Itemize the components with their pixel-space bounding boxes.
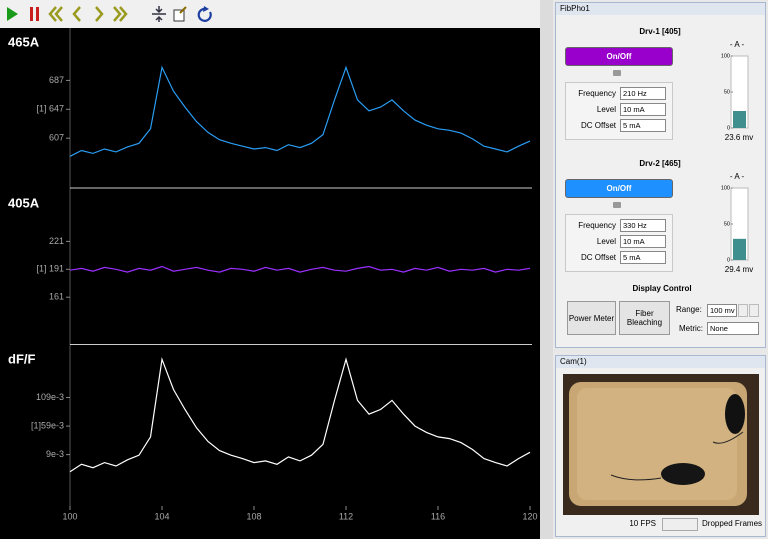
toolbar bbox=[0, 0, 540, 28]
field-label: Frequency bbox=[578, 221, 616, 230]
x-tick-label: 100 bbox=[62, 511, 77, 521]
meter-value: 29.4 mv bbox=[725, 265, 753, 274]
meter-tick-label: 0 bbox=[727, 257, 730, 263]
y-tick-label: 161 bbox=[49, 292, 64, 302]
y-tick-label: [1]59e-3 bbox=[31, 420, 64, 430]
chart-title: 405A bbox=[8, 195, 40, 210]
y-tick-label: 607 bbox=[49, 133, 64, 143]
section-title: Display Control bbox=[632, 284, 692, 293]
driver-title: Drv-2 [465] bbox=[639, 159, 681, 168]
range-label: Range: bbox=[676, 305, 702, 314]
field-label: Level bbox=[596, 237, 616, 246]
y-tick-label: 9e-3 bbox=[46, 449, 64, 459]
lock-icon bbox=[613, 70, 621, 76]
play-button[interactable] bbox=[7, 7, 18, 21]
meter-value: 23.6 mv bbox=[725, 133, 753, 142]
meter-tick-label: 50 bbox=[724, 221, 730, 227]
signal-trace bbox=[69, 265, 531, 273]
dropped-frames-box bbox=[662, 518, 698, 531]
meter-title: - A - bbox=[729, 40, 745, 49]
range-combo[interactable]: 100 mv bbox=[707, 304, 737, 317]
signal-trace bbox=[69, 65, 531, 157]
forward-button[interactable] bbox=[95, 6, 104, 22]
x-tick-label: 116 bbox=[431, 511, 445, 521]
range-up[interactable] bbox=[749, 304, 759, 317]
signal-trace bbox=[69, 356, 531, 473]
spin-box[interactable]: 5 mA bbox=[620, 251, 666, 264]
export-button[interactable] bbox=[173, 6, 187, 22]
fps-label: 10 FPS bbox=[629, 519, 656, 528]
fast-forward-button[interactable] bbox=[113, 6, 128, 22]
x-tick-label: 104 bbox=[154, 511, 169, 521]
meter-bar bbox=[733, 238, 746, 260]
y-tick-label: 221 bbox=[49, 236, 64, 246]
x-tick-label: 108 bbox=[246, 511, 261, 521]
meter: 0 50 100 29.4 mv bbox=[721, 185, 753, 274]
spin-box[interactable]: 210 Hz bbox=[620, 87, 666, 100]
spin-box[interactable]: 330 Hz bbox=[620, 219, 666, 232]
meter: 0 50 100 23.6 mv bbox=[721, 53, 753, 142]
back-button[interactable] bbox=[72, 6, 81, 22]
meter-tick-label: 100 bbox=[721, 185, 730, 191]
driver-title: Drv-1 [405] bbox=[639, 27, 681, 36]
on-off-button[interactable]: On/Off bbox=[565, 47, 673, 66]
meter-bar bbox=[733, 111, 746, 128]
window-title: FibPho1 bbox=[556, 3, 765, 15]
metric-combo[interactable]: None bbox=[707, 322, 759, 335]
chart-title: 465A bbox=[8, 34, 40, 49]
rewind-button[interactable] bbox=[48, 6, 63, 22]
field-label: Frequency bbox=[578, 89, 616, 98]
dropped-frames-label: Dropped Frames bbox=[702, 519, 763, 528]
pause-button[interactable] bbox=[30, 7, 39, 21]
meter-tick-label: 0 bbox=[727, 125, 730, 131]
field-label: DC Offset bbox=[581, 121, 616, 130]
window-title: Cam(1) bbox=[556, 356, 765, 368]
power-meter-button[interactable]: Power Meter bbox=[567, 301, 616, 335]
lock-icon bbox=[613, 202, 621, 208]
fit-button[interactable] bbox=[152, 6, 166, 22]
refresh-button[interactable] bbox=[197, 7, 212, 22]
metric-label: Metric: bbox=[679, 324, 703, 333]
y-tick-label: [1] 647 bbox=[36, 104, 64, 114]
x-tick-label: 112 bbox=[339, 511, 353, 521]
range-down[interactable] bbox=[738, 304, 748, 317]
plot-panel: 465A 607 [1] 647 687 405A 161 [1] 191 221 dF/F 9e… bbox=[0, 28, 540, 539]
meter-tick-label: 50 bbox=[724, 89, 730, 95]
spin-box[interactable]: 5 mA bbox=[620, 119, 666, 132]
spin-box[interactable]: 10 mA bbox=[620, 103, 666, 116]
y-tick-label: 109e-3 bbox=[36, 392, 64, 402]
field-label: Level bbox=[596, 105, 616, 114]
y-tick-label: 687 bbox=[49, 75, 64, 85]
y-tick-label: [1] 191 bbox=[36, 264, 64, 274]
chart-title: dF/F bbox=[8, 351, 35, 366]
field-label: DC Offset bbox=[581, 253, 616, 262]
meter-title: - A - bbox=[729, 172, 745, 181]
x-tick-label: 120 bbox=[522, 511, 537, 521]
on-off-button[interactable]: On/Off bbox=[565, 179, 673, 198]
spin-box[interactable]: 10 mA bbox=[620, 235, 666, 248]
camera-image bbox=[563, 374, 759, 515]
meter-tick-label: 100 bbox=[721, 53, 730, 59]
fiber-bleaching-button[interactable]: Fiber Bleaching bbox=[619, 301, 670, 335]
